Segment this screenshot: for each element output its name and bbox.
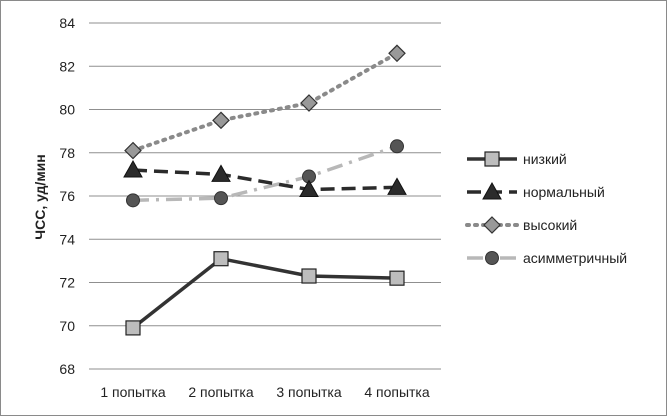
series-4 xyxy=(126,139,404,208)
legend-marker xyxy=(483,216,501,234)
series-line xyxy=(132,168,398,192)
series-line xyxy=(131,256,398,330)
legend-item-2: нормальный xyxy=(467,181,605,200)
data-point xyxy=(124,141,142,160)
series-lines xyxy=(123,44,407,336)
data-point xyxy=(387,177,407,195)
legend-label: асимметричный xyxy=(523,250,627,266)
x-axis-tick-labels: 1 попытка 2 попытка 3 попытка 4 попытка xyxy=(100,384,430,400)
data-point xyxy=(300,94,318,112)
data-point xyxy=(126,193,140,208)
legend-item-1: низкий xyxy=(467,151,567,167)
data-point xyxy=(299,179,319,198)
series-1 xyxy=(125,251,405,336)
y-tick-label: 72 xyxy=(59,275,75,291)
data-point xyxy=(211,164,231,182)
y-tick-label: 84 xyxy=(59,15,75,31)
data-point xyxy=(212,111,230,130)
legend: низкий нормальный высокий асимметричный xyxy=(465,151,627,266)
data-point xyxy=(388,44,406,63)
data-point xyxy=(390,139,404,154)
data-point xyxy=(213,251,229,267)
data-point xyxy=(125,320,141,336)
y-tick-label: 74 xyxy=(59,231,75,247)
legend-label: нормальный xyxy=(523,184,605,200)
y-axis-tick-labels: 68 70 72 74 76 78 80 82 84 xyxy=(59,15,75,377)
x-tick-label: 4 попытка xyxy=(364,384,430,400)
data-point xyxy=(301,268,317,284)
y-tick-label: 68 xyxy=(59,361,75,377)
data-point xyxy=(214,191,228,206)
series-line xyxy=(131,51,399,153)
y-tick-label: 70 xyxy=(59,318,75,334)
legend-marker xyxy=(482,181,502,200)
y-tick-label: 78 xyxy=(59,145,75,161)
x-tick-label: 2 попытка xyxy=(188,384,254,400)
data-point xyxy=(123,160,143,178)
legend-marker xyxy=(484,151,500,167)
y-tick-label: 80 xyxy=(59,102,75,118)
legend-item-3: высокий xyxy=(465,216,577,234)
gridlines xyxy=(89,22,441,370)
y-tick-label: 82 xyxy=(59,58,75,74)
y-tick-label: 76 xyxy=(59,188,75,204)
x-tick-label: 3 попытка xyxy=(276,384,342,400)
legend-label: низкий xyxy=(523,151,567,167)
x-tick-label: 1 попытка xyxy=(100,384,166,400)
legend-marker xyxy=(485,251,499,265)
data-point xyxy=(389,270,405,286)
y-axis-title: ЧСС, уд/мин xyxy=(32,154,48,239)
series-3 xyxy=(124,44,406,160)
series-line xyxy=(132,144,398,203)
legend-item-4: асимметричный xyxy=(467,250,627,266)
series-2 xyxy=(123,160,407,198)
legend-label: высокий xyxy=(523,217,577,233)
